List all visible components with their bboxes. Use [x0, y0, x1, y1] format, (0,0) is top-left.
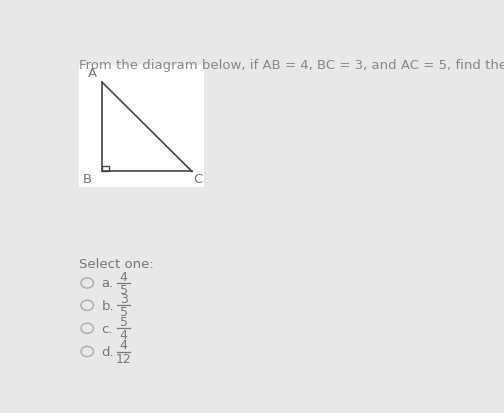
Text: 12: 12: [116, 352, 132, 365]
Text: a.: a.: [101, 277, 113, 290]
Text: B: B: [83, 173, 92, 186]
Text: From the diagram below, if AB = 4, BC = 3, and AC = 5, find the sin of < C,: From the diagram below, if AB = 4, BC = …: [79, 59, 504, 71]
Text: 4: 4: [119, 339, 128, 351]
Text: c.: c.: [101, 322, 113, 335]
Text: d.: d.: [101, 345, 114, 358]
Text: C: C: [193, 173, 203, 186]
Bar: [79, 65, 204, 188]
Text: b.: b.: [101, 299, 114, 312]
Text: 5: 5: [119, 283, 128, 297]
Text: 4: 4: [119, 329, 128, 342]
Text: 3: 3: [119, 292, 128, 305]
Text: 5: 5: [119, 306, 128, 319]
Text: 5: 5: [119, 315, 128, 328]
Text: 4: 4: [119, 270, 128, 283]
Text: Select one:: Select one:: [79, 258, 153, 271]
Text: A: A: [88, 67, 97, 80]
Bar: [102, 166, 109, 172]
